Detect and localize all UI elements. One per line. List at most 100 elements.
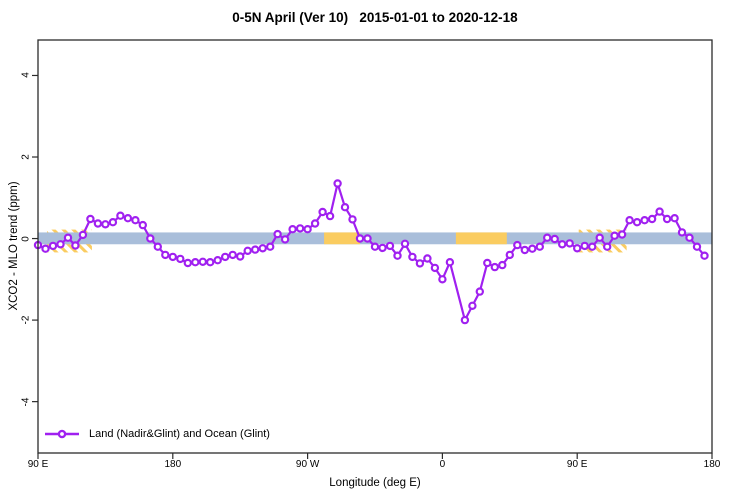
- data-point: [78, 230, 88, 240]
- data-point: [475, 287, 484, 296]
- data-point: [610, 231, 619, 240]
- data-point: [498, 260, 507, 270]
- data-point: [543, 233, 552, 242]
- data-point: [258, 244, 267, 253]
- x-tick-label: 180: [164, 459, 182, 470]
- data-point: [400, 239, 410, 248]
- data-point: [220, 252, 230, 262]
- data-point: [213, 256, 222, 265]
- data-point: [71, 241, 80, 250]
- data-point: [588, 242, 597, 251]
- data-point: [490, 262, 499, 272]
- data-point: [131, 215, 140, 225]
- data-point: [513, 240, 522, 250]
- data-point: [565, 239, 574, 248]
- data-point: [340, 202, 350, 212]
- data-point: [700, 251, 709, 260]
- data-point: [655, 207, 664, 216]
- data-point: [670, 213, 679, 223]
- legend-label: Land (Nadir&Glint) and Ocean (Glint): [89, 428, 270, 440]
- data-point: [325, 211, 335, 221]
- data-point: [243, 246, 252, 255]
- plot-frame: [37, 39, 713, 454]
- data-point: [662, 214, 672, 224]
- data-point: [520, 245, 530, 255]
- data-point: [558, 240, 567, 249]
- data-point: [288, 224, 297, 234]
- data-point: [310, 219, 320, 228]
- data-point: [228, 250, 237, 260]
- data-point: [318, 207, 327, 217]
- data-point: [303, 224, 312, 234]
- data-point: [86, 214, 95, 224]
- data-point: [138, 220, 147, 230]
- data-point: [355, 234, 365, 243]
- data-point: [250, 245, 260, 254]
- data-point: [505, 250, 514, 260]
- data-point: [445, 258, 455, 267]
- data-point: [535, 242, 545, 251]
- data-point: [640, 215, 649, 225]
- data-point: [460, 315, 470, 325]
- zero-band: [38, 232, 712, 245]
- data-point: [363, 234, 372, 243]
- data-point: [41, 244, 50, 253]
- data-point: [266, 242, 275, 251]
- data-point: [101, 220, 110, 229]
- data-point: [625, 215, 634, 225]
- data-point: [385, 241, 395, 251]
- data-point: [123, 213, 133, 223]
- data-point: [393, 251, 402, 260]
- x-tick-label: 180: [703, 459, 721, 470]
- data-point: [550, 234, 559, 244]
- data-point: [632, 217, 642, 227]
- data-point: [415, 259, 425, 268]
- y-tick-label: -2: [20, 315, 32, 325]
- data-point: [108, 217, 118, 227]
- data-point: [146, 234, 155, 243]
- y-tick-label: -4: [20, 397, 32, 407]
- legend-line-marker-icon: [45, 429, 79, 439]
- x-tick-label: 90 W: [295, 459, 320, 470]
- x-tick-label: 0: [439, 459, 446, 470]
- solid-highlight-segment: [324, 232, 361, 245]
- y-tick-label: 2: [20, 154, 32, 160]
- data-point: [573, 244, 582, 253]
- data-point: [685, 233, 694, 242]
- data-point: [617, 230, 627, 239]
- data-point: [235, 252, 245, 261]
- x-tick-label: 90 E: [27, 459, 49, 470]
- y-tick-label: 0: [20, 235, 32, 242]
- data-point: [483, 258, 492, 268]
- data-point: [580, 241, 589, 251]
- data-point: [198, 257, 207, 266]
- data-point: [273, 229, 282, 239]
- chart-title: 0-5N April (Ver 10) 2015-01-01 to 2020-1…: [232, 10, 518, 25]
- legend: Land (Nadir&Glint) and Ocean (Glint): [44, 428, 270, 440]
- axis-tick-marks: [32, 74, 713, 459]
- data-point: [168, 252, 177, 262]
- data-point: [378, 243, 387, 253]
- data-point: [408, 252, 417, 262]
- data-point: [176, 254, 185, 264]
- data-point: [333, 179, 342, 188]
- y-tick-label: 4: [20, 72, 32, 79]
- data-point: [295, 224, 305, 233]
- data-point: [116, 211, 125, 220]
- data-point: [692, 242, 702, 251]
- solid-highlight-segment: [455, 232, 507, 245]
- data-point: [153, 242, 162, 251]
- data-series-markers: [33, 179, 709, 325]
- data-point: [161, 250, 170, 260]
- data-point: [438, 275, 447, 284]
- data-point: [430, 263, 440, 273]
- x-tick-label: 90 E: [566, 459, 588, 470]
- data-point: [183, 258, 192, 268]
- data-point: [603, 242, 612, 251]
- data-point: [191, 258, 200, 267]
- data-point: [63, 233, 73, 242]
- data-point: [348, 215, 357, 224]
- data-point: [205, 258, 215, 267]
